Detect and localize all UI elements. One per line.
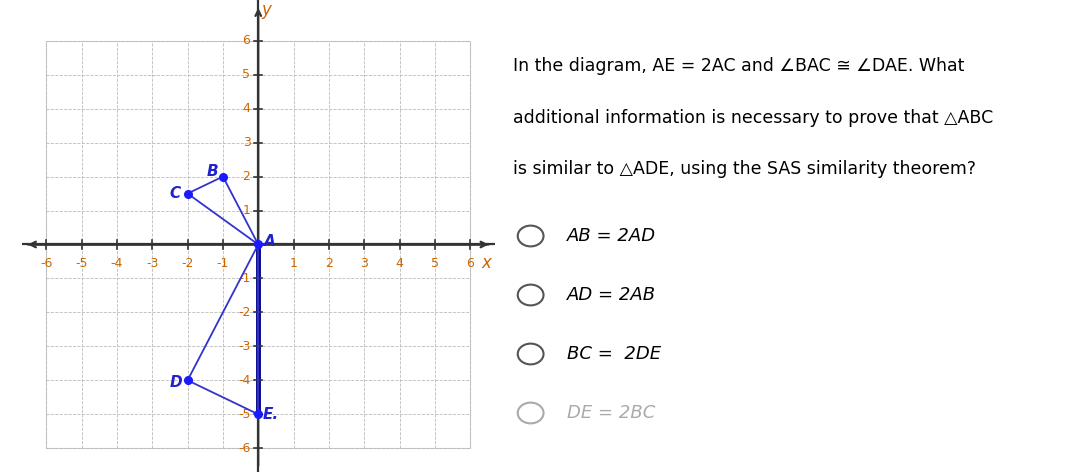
Text: -5: -5 — [75, 257, 88, 270]
Text: -2: -2 — [182, 257, 194, 270]
Text: -6: -6 — [40, 257, 53, 270]
Text: 5: 5 — [242, 68, 251, 81]
Text: AB = 2AD: AB = 2AD — [567, 227, 656, 245]
Text: BC =  2DE: BC = 2DE — [567, 345, 661, 363]
Text: E.: E. — [263, 407, 279, 422]
Text: -6: -6 — [238, 442, 251, 455]
Text: y: y — [261, 1, 271, 19]
Text: 5: 5 — [430, 257, 439, 270]
Text: -5: -5 — [238, 408, 251, 421]
Text: C: C — [170, 186, 181, 201]
Text: 1: 1 — [242, 204, 251, 217]
Text: -1: -1 — [238, 272, 251, 285]
Text: 4: 4 — [396, 257, 404, 270]
Text: -4: -4 — [238, 374, 251, 387]
Text: AD = 2AB: AD = 2AB — [567, 286, 656, 304]
Text: 3: 3 — [360, 257, 368, 270]
Text: A: A — [264, 234, 275, 249]
Text: 3: 3 — [242, 136, 251, 149]
Text: -1: -1 — [216, 257, 229, 270]
Text: -4: -4 — [111, 257, 123, 270]
Text: 6: 6 — [466, 257, 475, 270]
Text: x: x — [481, 254, 491, 272]
Text: 4: 4 — [242, 102, 251, 115]
Text: -2: -2 — [238, 306, 251, 319]
Text: -3: -3 — [238, 340, 251, 353]
Text: is similar to △ADE, using the SAS similarity theorem?: is similar to △ADE, using the SAS simila… — [513, 160, 976, 178]
Text: additional information is necessary to prove that △ABC: additional information is necessary to p… — [513, 109, 993, 126]
Text: 1: 1 — [289, 257, 297, 270]
Text: 2: 2 — [242, 170, 251, 183]
Text: B: B — [207, 164, 218, 179]
Text: 2: 2 — [325, 257, 332, 270]
Text: 6: 6 — [242, 34, 251, 47]
Text: D: D — [170, 374, 183, 389]
Bar — [46, 41, 470, 448]
Text: DE = 2BC: DE = 2BC — [567, 404, 655, 422]
Text: In the diagram, AE = 2AC and ∠BAC ≅ ∠DAE. What: In the diagram, AE = 2AC and ∠BAC ≅ ∠DAE… — [513, 57, 964, 75]
Text: -3: -3 — [146, 257, 158, 270]
